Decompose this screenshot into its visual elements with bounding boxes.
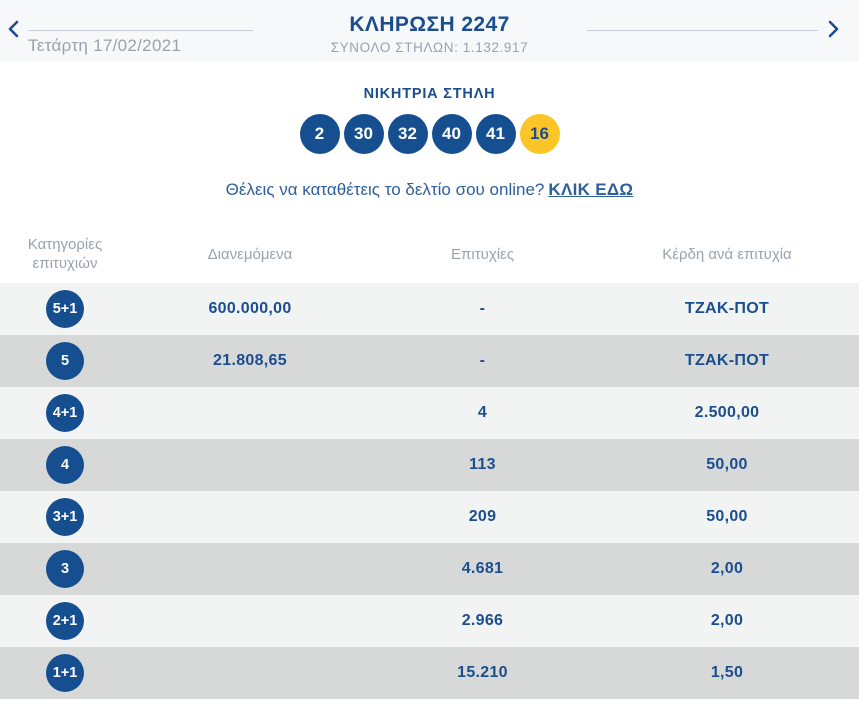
winners-cell: 15.210 (457, 664, 508, 681)
divider (587, 30, 818, 31)
prize-cell: ΤΖΑΚ-ΠΟΤ (684, 300, 770, 317)
winners-cell: - (479, 352, 486, 369)
prize-cell: 50,00 (706, 508, 748, 525)
results-table: Κατηγορίες επιτυχιών Διανεμόμενα Επιτυχί… (0, 227, 859, 699)
page-title: ΚΛΗΡΩΣΗ 2247 (349, 13, 510, 36)
prize-cell: ΤΖΑΚ-ΠΟΤ (684, 352, 770, 369)
winners-cell: 2.966 (461, 612, 504, 629)
header-distributed: Διανεμόμενα (207, 245, 293, 263)
winners-cell: - (479, 300, 486, 317)
category-badge: 1+1 (46, 654, 84, 692)
table-header-row: Κατηγορίες επιτυχιών Διανεμόμενα Επιτυχί… (0, 227, 859, 283)
header-winners: Επιτυχίες (451, 245, 514, 263)
table-row: 3+1 209 50,00 (0, 491, 859, 543)
draw-nav-bar: Τετάρτη 17/02/2021 ΚΛΗΡΩΣΗ 2247 ΣΥΝΟΛΟ Σ… (0, 0, 859, 62)
cta-text: Θέλεις να καταθέτεις το δελτίο σου onlin… (225, 180, 545, 199)
prize-cell: 2.500,00 (694, 404, 760, 421)
number-ball: 2 (299, 114, 340, 154)
draw-date: Τετάρτη 17/02/2021 (28, 36, 182, 55)
table-row: 3 4.681 2,00 (0, 543, 859, 595)
divider (28, 30, 253, 31)
table-row: 1+1 15.210 1,50 (0, 647, 859, 699)
category-badge: 3 (46, 550, 84, 588)
category-badge: 4+1 (46, 394, 84, 432)
table-row: 4+1 4 2.500,00 (0, 387, 859, 439)
prize-cell: 50,00 (706, 456, 748, 473)
table-row: 5+1 600.000,00 - ΤΖΑΚ-ΠΟΤ (0, 283, 859, 335)
distributed-cell: 21.808,65 (213, 352, 287, 369)
category-badge: 2+1 (46, 602, 84, 640)
number-ball: 40 (431, 114, 472, 154)
next-draw-icon[interactable] (827, 19, 841, 39)
previous-draw-icon[interactable] (6, 19, 20, 39)
winning-numbers: 2 30 32 40 41 16 (0, 114, 859, 154)
number-ball: 30 (343, 114, 384, 154)
table-row: 4 113 50,00 (0, 439, 859, 491)
total-columns-label: ΣΥΝΟΛΟ ΣΤΗΛΩΝ: 1.132.917 (330, 40, 529, 55)
distributed-cell: 600.000,00 (208, 300, 292, 317)
winners-cell: 209 (468, 508, 497, 525)
prize-cell: 1,50 (710, 664, 744, 681)
online-cta: Θέλεις να καταθέτεις το δελτίο σου onlin… (0, 180, 859, 202)
table-row: 5 21.808,65 - ΤΖΑΚ-ΠΟΤ (0, 335, 859, 387)
category-badge: 5 (46, 342, 84, 380)
prize-cell: 2,00 (710, 612, 744, 629)
winners-cell: 113 (469, 456, 496, 473)
table-row: 2+1 2.966 2,00 (0, 595, 859, 647)
category-badge: 5+1 (46, 290, 84, 328)
winners-cell: 4 (477, 404, 488, 421)
winners-cell: 4.681 (461, 560, 504, 577)
click-here-link[interactable]: ΚΛΙΚ ΕΔΩ (548, 180, 634, 199)
winning-column-title: ΝΙΚΗΤΡΙΑ ΣΤΗΛΗ (363, 86, 496, 102)
number-ball: 32 (387, 114, 428, 154)
joker-ball: 16 (519, 114, 560, 154)
category-badge: 3+1 (46, 498, 84, 536)
prize-cell: 2,00 (710, 560, 744, 577)
header-category: Κατηγορίες επιτυχιών (27, 236, 103, 272)
header-prize: Κέρδη ανά επιτυχία (662, 245, 792, 263)
number-ball: 41 (475, 114, 516, 154)
category-badge: 4 (46, 446, 84, 484)
